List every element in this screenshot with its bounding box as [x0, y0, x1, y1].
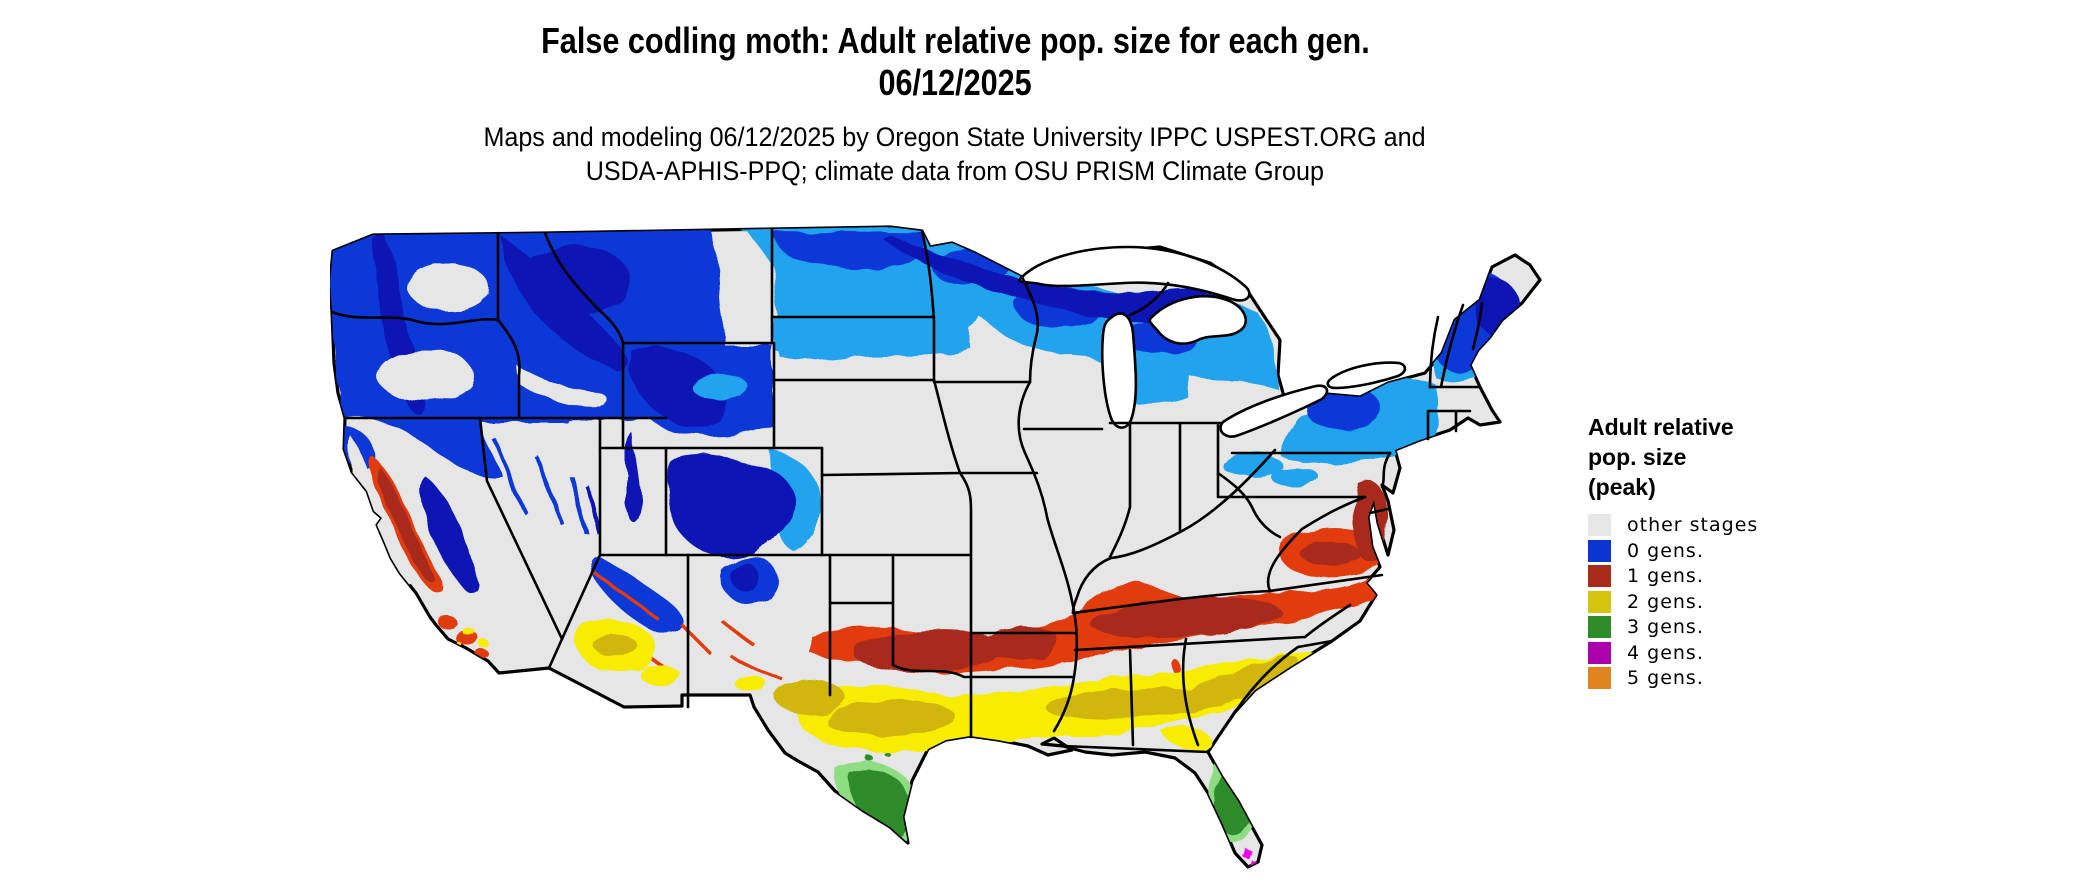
legend-label-other-stages: other stages	[1627, 514, 1759, 536]
map-subtitle-line1: Maps and modeling 06/12/2025 by Oregon S…	[483, 122, 1427, 152]
legend-swatch-0-gens	[1588, 539, 1611, 562]
legend-title: Adult relative pop. size (peak)	[1588, 412, 1888, 502]
lake-michigan	[1100, 312, 1138, 429]
legend-swatch-2-gens	[1588, 590, 1611, 613]
map-subtitle: Maps and modeling 06/12/2025 by Oregon S…	[250, 120, 1660, 188]
legend-label-3-gens: 3 gens.	[1627, 616, 1704, 638]
state-borders	[330, 227, 1484, 754]
legend-title-line3: (peak)	[1588, 474, 1656, 500]
lake-huron	[1148, 295, 1247, 345]
conus-map	[328, 225, 1560, 885]
legend-label-0-gens: 0 gens.	[1627, 539, 1704, 562]
legend-title-line1: Adult relative	[1588, 414, 1734, 440]
legend-swatch-3-gens	[1588, 616, 1611, 638]
legend-row-2-gens: 2 gens.	[1588, 590, 1888, 613]
legend-rows: other stages 0 gens. 1 gens. 2 gens. 3 g…	[1588, 514, 1888, 689]
legend-row-3-gens: 3 gens.	[1588, 616, 1888, 638]
legend-label-4-gens: 4 gens.	[1627, 641, 1704, 664]
map-subtitle-line2: USDA-APHIS-PPQ; climate data from OSU PR…	[585, 156, 1325, 186]
legend-row-other-stages: other stages	[1588, 514, 1888, 536]
legend-row-5-gens: 5 gens.	[1588, 667, 1888, 689]
map-heading: False codling moth: Adult relative pop. …	[250, 20, 1660, 188]
lake-erie	[1219, 384, 1329, 438]
legend: Adult relative pop. size (peak) other st…	[1588, 412, 1888, 693]
legend-title-line2: pop. size	[1588, 444, 1687, 470]
map-title-date: 06/12/2025	[878, 62, 1032, 103]
legend-swatch-4-gens	[1588, 641, 1611, 664]
conus-map-svg	[328, 225, 1542, 869]
map-title-line1: False codling moth: Adult relative pop. …	[540, 20, 1370, 61]
legend-swatch-1-gens	[1588, 565, 1611, 587]
legend-swatch-other-stages	[1588, 514, 1611, 536]
legend-row-4-gens: 4 gens.	[1588, 641, 1888, 664]
legend-row-1-gens: 1 gens.	[1588, 565, 1888, 587]
region-2gens	[454, 618, 1324, 754]
legend-row-0-gens: 0 gens.	[1588, 539, 1888, 562]
legend-swatch-5-gens	[1588, 667, 1611, 689]
lake-ontario	[1326, 361, 1407, 390]
legend-label-5-gens: 5 gens.	[1627, 667, 1704, 689]
great-lakes	[1018, 245, 1407, 438]
legend-label-1-gens: 1 gens.	[1627, 565, 1704, 587]
lake-superior	[1018, 245, 1251, 302]
legend-label-2-gens: 2 gens.	[1627, 590, 1704, 613]
region-0gens-streaks	[493, 439, 600, 534]
